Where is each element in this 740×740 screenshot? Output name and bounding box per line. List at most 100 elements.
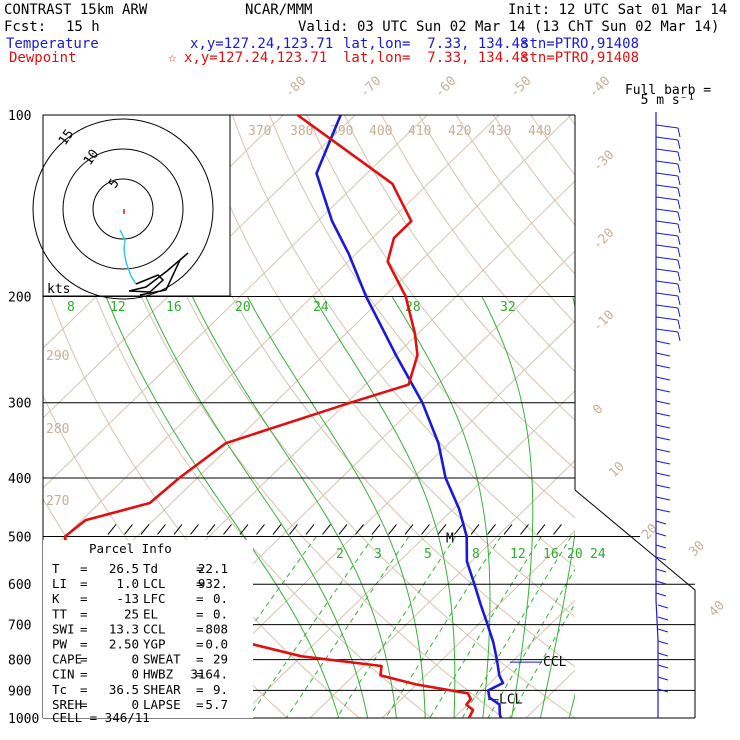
level-hatch (272, 524, 282, 535)
level-hatch (239, 524, 249, 535)
isotherm-line (237, 390, 575, 718)
moist-adiabat-line (598, 297, 716, 719)
isotherm-label: -30 (590, 148, 617, 175)
index-name: SREH (52, 697, 82, 712)
wind-barb (657, 640, 669, 645)
dry-adiabat-line (605, 115, 740, 718)
wind-barb-flag (677, 139, 681, 150)
wind-barb (657, 676, 669, 681)
lcl-label: LCL (499, 693, 523, 708)
wind-profile: Full barb =5 m s⁻¹ (625, 83, 711, 718)
mixing-ratio-line (429, 536, 542, 718)
index-equals: = (80, 591, 88, 606)
legend-dewpoint-xy: x,y=127.24,123.71 (184, 50, 327, 66)
index-equals: = (80, 576, 88, 591)
index-name: LI (52, 576, 67, 591)
dry-adiabat-line (567, 115, 575, 126)
index-name: SWI (52, 621, 75, 636)
index-value: 25 (124, 606, 139, 621)
index-name: T (52, 561, 60, 576)
wind-barb (655, 520, 667, 525)
legend-temperature-stn: stn=PTRO,91408 (521, 36, 639, 52)
legend-temperature-xy: x,y=127.24,123.71 (190, 36, 333, 52)
pressure-tick-label: 600 (8, 578, 31, 593)
dry-adiabat-line (82, 115, 504, 718)
index-name: Tc (52, 682, 67, 697)
index-value: 0 (131, 652, 139, 667)
wind-barb (655, 448, 671, 453)
legend-dewpoint-latlon: lat,lon= 7.33, 134.48 (343, 50, 528, 66)
wind-barb (655, 208, 679, 213)
wind-barb (657, 688, 669, 693)
temperature-trace (315, 114, 505, 719)
wind-barb (657, 616, 669, 621)
index-equals: = (80, 667, 88, 682)
mixing-ratio-line (461, 536, 572, 718)
wind-barb (655, 460, 671, 465)
wind-barb-flag (677, 127, 681, 138)
hodograph-ring (92, 178, 154, 240)
wind-barb (655, 256, 679, 261)
wind-barb (655, 484, 671, 489)
isotherm-label: 0 (590, 402, 606, 418)
level-hatch (140, 524, 150, 535)
level-hatch (206, 524, 216, 535)
mixing-ratio-label: 8 (472, 547, 480, 562)
wind-barb (655, 340, 671, 345)
index-equals: = (196, 637, 204, 652)
dry-adiabat-line (381, 115, 575, 373)
mixing-ratio-label: 5 (424, 547, 432, 562)
level-hatch (223, 524, 232, 535)
pressure-tick-label: 300 (8, 397, 31, 412)
hodograph-frame (42, 114, 231, 297)
barb-legend-units: 5 m s⁻¹ (641, 93, 696, 108)
pressure-tick-label: 100 (8, 109, 31, 124)
hodograph-trace-upper (128, 252, 189, 296)
wind-barb (655, 568, 667, 573)
hodograph-ring (62, 148, 184, 270)
index-name: Td (143, 561, 158, 576)
wind-barb (657, 664, 669, 669)
wind-barb (655, 352, 671, 357)
index-equals: = (196, 682, 204, 697)
mixing-ratio-label: 24 (313, 300, 329, 315)
level-hatch (305, 524, 315, 535)
wind-barb-flag (677, 319, 681, 330)
wind-barb (655, 124, 679, 129)
theta-label-left: 280 (46, 422, 69, 437)
theta-label-top: 440 (528, 124, 551, 139)
wind-barb (655, 364, 671, 369)
index-name: TT (52, 606, 68, 621)
dewpoint-trace (63, 113, 475, 719)
index-equals: = (196, 606, 204, 621)
forecast-label: Fcst: (4, 19, 46, 35)
dry-adiabat-line (492, 115, 575, 226)
wind-barb (655, 316, 679, 321)
index-value: 0 (131, 697, 139, 712)
mixing-ratio-label: 8 (67, 300, 75, 315)
index-value: 5.7 (205, 697, 228, 712)
level-hatch (289, 524, 298, 535)
isotherm-label: -70 (357, 74, 384, 101)
barb-staff (655, 112, 659, 718)
mixing-ratio-label: 3 (374, 547, 382, 562)
isotherm-label: -40 (586, 74, 613, 101)
wind-barb (655, 328, 679, 333)
mixing-ratio-line (508, 602, 575, 718)
legend-dewpoint-stn: stn=PTRO,91408 (521, 50, 639, 66)
isotherm-line (43, 115, 356, 419)
theta-label-top: 430 (488, 124, 511, 139)
dry-adiabat-line (343, 115, 575, 421)
dry-adiabat-line (455, 115, 575, 275)
level-hatch (256, 524, 265, 535)
pressure-tick-label: 400 (8, 472, 31, 487)
index-equals: = (80, 637, 88, 652)
dry-adiabat-line (680, 115, 740, 718)
index-name: HWBZ (143, 667, 174, 682)
index-name: PW (52, 637, 68, 652)
wind-barb (655, 412, 671, 417)
index-name: SHEAR (143, 682, 181, 697)
valid-time: Valid: 03 UTC Sun 02 Mar 14 (13 ChT Sun … (298, 19, 719, 35)
